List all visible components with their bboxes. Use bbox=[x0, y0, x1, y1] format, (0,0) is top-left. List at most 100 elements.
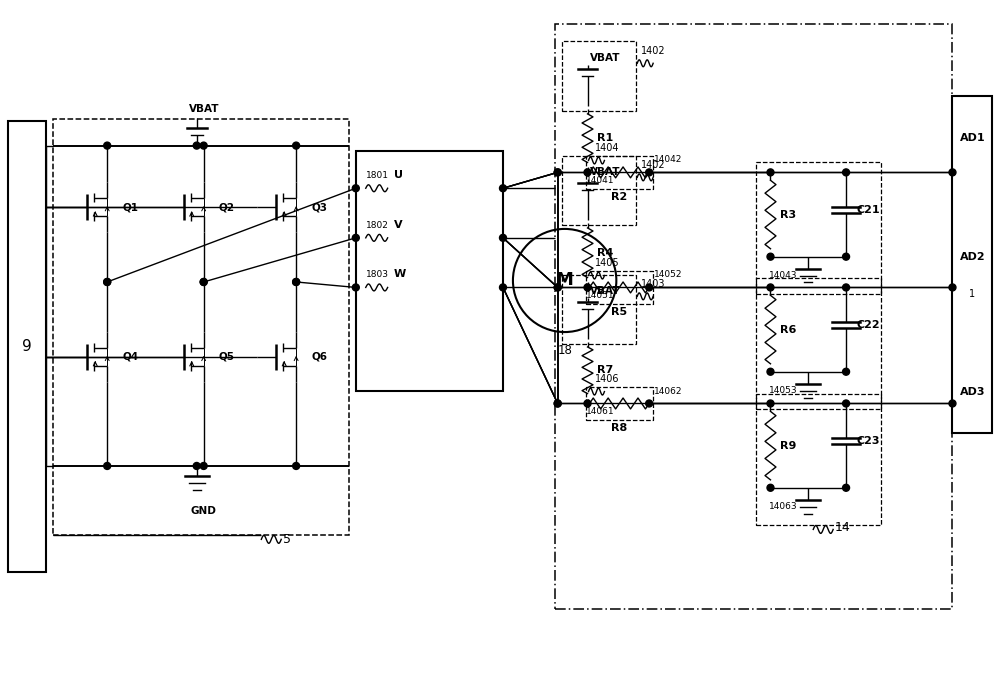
Text: C23: C23 bbox=[856, 436, 880, 446]
Circle shape bbox=[200, 462, 207, 469]
Text: 1403: 1403 bbox=[641, 280, 666, 289]
Text: 1404: 1404 bbox=[594, 143, 619, 153]
Text: 9: 9 bbox=[22, 339, 32, 354]
Text: VBAT: VBAT bbox=[590, 287, 620, 297]
Text: R4: R4 bbox=[597, 248, 614, 258]
Text: C22: C22 bbox=[856, 320, 880, 330]
Text: 18: 18 bbox=[557, 344, 572, 357]
Text: 1406: 1406 bbox=[594, 373, 619, 384]
Circle shape bbox=[193, 142, 200, 149]
Text: 14052: 14052 bbox=[654, 270, 683, 280]
Text: Q6: Q6 bbox=[311, 352, 327, 362]
Circle shape bbox=[352, 284, 359, 291]
Circle shape bbox=[104, 278, 111, 285]
Circle shape bbox=[767, 169, 774, 176]
Text: 14053: 14053 bbox=[769, 386, 797, 394]
Text: 14: 14 bbox=[835, 521, 851, 534]
Circle shape bbox=[767, 368, 774, 375]
Text: 14061: 14061 bbox=[586, 407, 614, 416]
Circle shape bbox=[843, 253, 850, 260]
Text: AD2: AD2 bbox=[960, 252, 985, 261]
Text: AD1: AD1 bbox=[960, 132, 985, 143]
Text: 14041: 14041 bbox=[586, 177, 614, 185]
Circle shape bbox=[843, 400, 850, 407]
Text: 1803: 1803 bbox=[366, 270, 389, 280]
FancyBboxPatch shape bbox=[952, 96, 992, 433]
Circle shape bbox=[554, 284, 561, 291]
Circle shape bbox=[293, 278, 300, 285]
Text: GND: GND bbox=[191, 506, 217, 515]
Text: U: U bbox=[394, 170, 403, 181]
Text: R2: R2 bbox=[611, 192, 627, 202]
Text: 14051: 14051 bbox=[586, 291, 614, 300]
Text: R5: R5 bbox=[611, 308, 627, 317]
Text: V: V bbox=[394, 220, 402, 230]
Circle shape bbox=[554, 400, 561, 407]
Text: R7: R7 bbox=[597, 365, 614, 375]
Text: 14062: 14062 bbox=[654, 386, 683, 396]
Circle shape bbox=[767, 484, 774, 491]
Circle shape bbox=[767, 400, 774, 407]
Text: R9: R9 bbox=[780, 441, 797, 451]
Circle shape bbox=[554, 284, 561, 291]
Text: Q2: Q2 bbox=[219, 202, 235, 212]
Circle shape bbox=[949, 400, 956, 407]
Circle shape bbox=[584, 400, 591, 407]
Circle shape bbox=[843, 368, 850, 375]
Text: 1402: 1402 bbox=[641, 160, 666, 170]
Text: 5: 5 bbox=[283, 533, 291, 546]
Text: 14063: 14063 bbox=[769, 502, 797, 511]
Text: 1405: 1405 bbox=[594, 257, 619, 268]
Text: R8: R8 bbox=[611, 423, 627, 433]
Text: R1: R1 bbox=[597, 133, 614, 143]
Circle shape bbox=[767, 284, 774, 291]
Circle shape bbox=[293, 462, 300, 469]
Circle shape bbox=[949, 169, 956, 176]
Text: Q1: Q1 bbox=[122, 202, 138, 212]
Text: W: W bbox=[394, 270, 406, 280]
Text: VBAT: VBAT bbox=[590, 54, 620, 63]
Text: 1402: 1402 bbox=[641, 46, 666, 56]
Circle shape bbox=[646, 169, 653, 176]
Circle shape bbox=[767, 253, 774, 260]
Circle shape bbox=[843, 484, 850, 491]
Text: VBAT: VBAT bbox=[189, 104, 219, 114]
Circle shape bbox=[352, 185, 359, 191]
Circle shape bbox=[293, 142, 300, 149]
Circle shape bbox=[843, 169, 850, 176]
Circle shape bbox=[200, 278, 207, 285]
Circle shape bbox=[584, 169, 591, 176]
Circle shape bbox=[554, 169, 561, 176]
Circle shape bbox=[200, 142, 207, 149]
Text: 1802: 1802 bbox=[366, 221, 389, 230]
Circle shape bbox=[646, 400, 653, 407]
Text: 14043: 14043 bbox=[769, 270, 797, 280]
Text: AD3: AD3 bbox=[960, 386, 985, 397]
Circle shape bbox=[352, 234, 359, 241]
Text: 14042: 14042 bbox=[654, 155, 683, 164]
Circle shape bbox=[104, 278, 111, 285]
Circle shape bbox=[200, 278, 207, 285]
Text: Q3: Q3 bbox=[311, 202, 327, 212]
Circle shape bbox=[193, 462, 200, 469]
Circle shape bbox=[104, 462, 111, 469]
Text: VBAT: VBAT bbox=[590, 168, 620, 177]
Circle shape bbox=[554, 400, 561, 407]
Circle shape bbox=[646, 284, 653, 291]
Circle shape bbox=[554, 169, 561, 176]
Text: R3: R3 bbox=[780, 210, 797, 219]
Circle shape bbox=[949, 284, 956, 291]
Circle shape bbox=[500, 284, 506, 291]
Text: Q5: Q5 bbox=[219, 352, 235, 362]
Circle shape bbox=[843, 284, 850, 291]
Text: C21: C21 bbox=[856, 205, 880, 215]
Circle shape bbox=[500, 185, 506, 191]
Text: R6: R6 bbox=[780, 325, 797, 335]
Text: M: M bbox=[556, 272, 574, 289]
Text: 1801: 1801 bbox=[366, 171, 389, 181]
Circle shape bbox=[293, 278, 300, 285]
Circle shape bbox=[104, 142, 111, 149]
Circle shape bbox=[500, 234, 506, 241]
Circle shape bbox=[584, 284, 591, 291]
Text: 1: 1 bbox=[969, 289, 975, 299]
